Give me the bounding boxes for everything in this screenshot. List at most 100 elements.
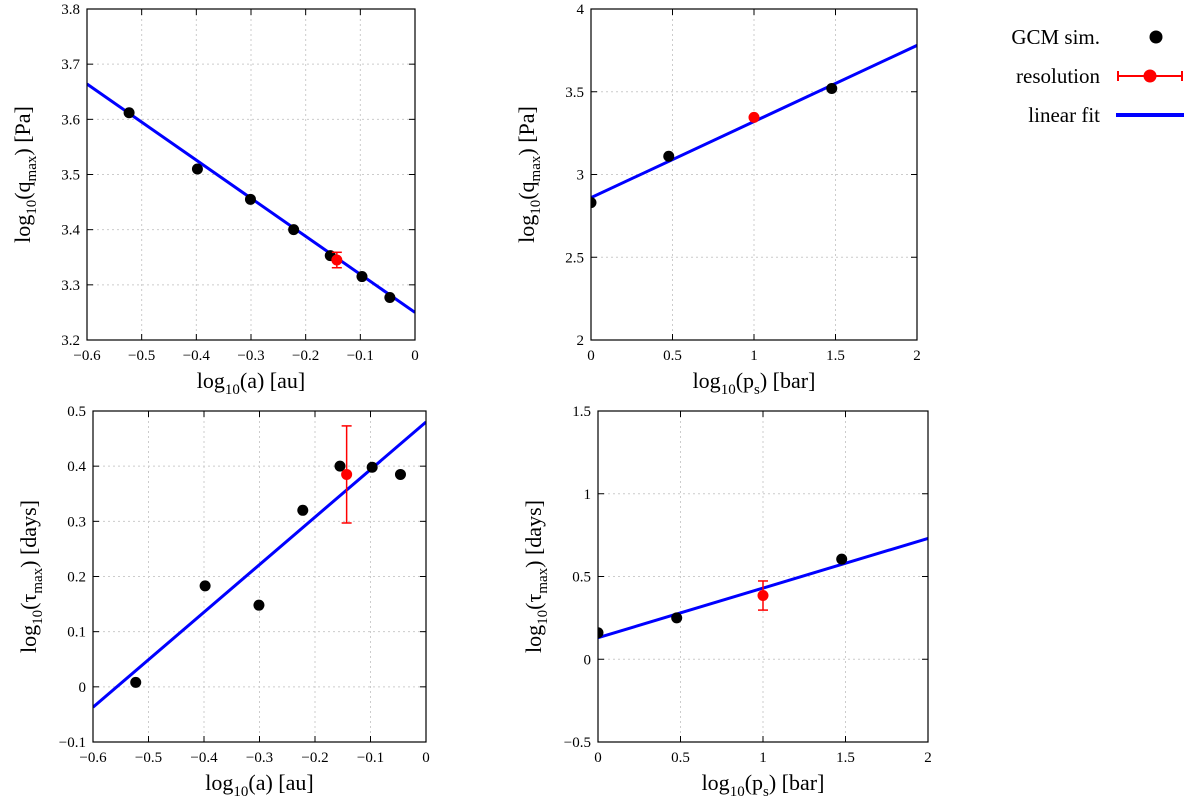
x-tick-label: 1.5 — [836, 750, 855, 766]
gcm-point — [663, 150, 675, 162]
y-axis-label: log10(qmax) [Pa] — [10, 106, 40, 243]
y-axis-label: log10(τmax) [days] — [16, 500, 46, 653]
gcm-point — [199, 580, 211, 592]
y-tick-label: −0.1 — [59, 735, 86, 751]
y-tick-label: 1 — [584, 487, 592, 503]
legend-label-linear-fit: linear fit — [1028, 103, 1100, 127]
x-tick-label: −0.4 — [190, 750, 218, 766]
legend-marker-gcm-point — [1149, 30, 1163, 44]
resolution-point — [757, 590, 769, 602]
gcm-point — [394, 468, 406, 480]
x-tick-label: −0.1 — [357, 750, 384, 766]
y-tick-label: 3.5 — [565, 85, 584, 101]
x-tick-label: −0.5 — [128, 348, 155, 364]
x-axis-label: log10(a) [au] — [197, 368, 305, 398]
y-tick-label: 1.5 — [572, 404, 591, 420]
gcm-point — [356, 271, 368, 283]
gcm-point — [130, 676, 142, 688]
legend-item-gcm: GCM sim. — [940, 22, 1190, 52]
resolution-point — [341, 468, 353, 480]
resolution-point — [331, 254, 343, 266]
y-tick-label: 3.8 — [61, 2, 80, 18]
plot-area — [87, 82, 415, 314]
y-axis-label: log10(τmax) [days] — [521, 500, 551, 653]
y-tick-label: 0 — [584, 652, 592, 668]
y-tick-label: 0.5 — [572, 570, 591, 586]
legend-red-dot-icon — [1143, 69, 1157, 83]
gcm-point — [671, 612, 683, 624]
x-tick-label: 2 — [913, 348, 921, 364]
plot-area — [93, 420, 426, 709]
y-tick-label: 0 — [79, 680, 87, 696]
x-axis-label: log10(a) [au] — [205, 770, 313, 800]
y-tick-label: 3.2 — [61, 333, 80, 349]
panel-qmax-vs-ps: 0 0.5 1 1.5 2 2 2.5 3 3.5 4 log10(ps) [bar] log10(q… — [514, 2, 921, 398]
axes-frame — [92, 410, 427, 743]
gcm-point — [297, 504, 309, 516]
x-tick-label: −0.2 — [301, 750, 328, 766]
x-axis-label: log10(ps) [bar] — [702, 770, 825, 800]
legend-item-resolution: resolution — [940, 61, 1190, 91]
y-tick-label: 2.5 — [565, 250, 584, 266]
legend-label-resolution: resolution — [1016, 64, 1100, 88]
gcm-point — [191, 163, 203, 175]
legend-label-gcm: GCM sim. — [1011, 25, 1100, 49]
legend-black-dot-icon — [1149, 30, 1163, 44]
gcm-point — [591, 197, 597, 209]
x-axis-label: log10(ps) [bar] — [693, 368, 816, 398]
x-tick-label: −0.6 — [73, 348, 101, 364]
gcm-point — [334, 460, 346, 472]
gcm-point — [123, 107, 135, 119]
y-tick-label: 3.4 — [61, 223, 80, 239]
legend: GCM sim. resolution linear fit — [940, 18, 1190, 138]
y-tick-label: 3.3 — [61, 278, 80, 294]
gcm-point — [384, 292, 396, 304]
y-tick-label: 3.5 — [61, 168, 80, 184]
x-tick-label: −0.3 — [246, 750, 273, 766]
gcm-point — [826, 82, 838, 94]
x-tick-label: 0 — [587, 348, 595, 364]
gcm-point — [244, 193, 256, 205]
legend-marker-linear-fit-line — [1116, 113, 1184, 117]
x-tick-label: 1.5 — [826, 348, 845, 364]
x-tick-label: 0.5 — [671, 750, 690, 766]
plot-area — [598, 536, 928, 640]
y-tick-label: 0.3 — [67, 514, 86, 530]
plot-area — [591, 44, 917, 209]
x-tick-label: −0.1 — [347, 348, 374, 364]
panel-qmax-vs-a: −0.6 −0.5 −0.4 −0.3 −0.2 −0.1 0 3.2 3.3 3.4 3.5 3.6… — [10, 2, 419, 398]
y-tick-label: 0.5 — [67, 404, 86, 420]
gcm-point — [288, 224, 300, 236]
panel-taumax-vs-a: −0.6 −0.5 −0.4 −0.3 −0.2 −0.1 0 −0.1 0 0.1 0.2 0.3 0… — [16, 404, 430, 800]
y-tick-label: 0.4 — [67, 459, 86, 475]
x-tick-label: 1 — [759, 750, 767, 766]
x-tick-label: −0.3 — [237, 348, 264, 364]
x-tick-label: −0.2 — [292, 348, 319, 364]
axes-frame — [590, 8, 918, 341]
y-tick-label: 4 — [577, 2, 585, 18]
y-tick-label: 0.2 — [67, 570, 86, 586]
gcm-point — [366, 461, 378, 473]
y-tick-label: 3 — [577, 168, 585, 184]
x-tick-label: 1 — [750, 348, 758, 364]
axes-frame — [597, 410, 929, 743]
legend-item-linear-fit: linear fit — [940, 100, 1190, 130]
y-tick-label: 2 — [577, 333, 585, 349]
x-tick-label: −0.6 — [79, 750, 107, 766]
legend-marker-resolution-errorbar — [1117, 69, 1183, 83]
y-tick-label: 3.6 — [61, 112, 80, 128]
x-tick-label: 2 — [924, 750, 932, 766]
x-tick-label: 0 — [411, 348, 419, 364]
x-tick-label: −0.5 — [135, 750, 162, 766]
y-tick-label: 0.1 — [67, 625, 86, 641]
y-tick-label: 3.7 — [61, 57, 80, 73]
y-axis-label: log10(qmax) [Pa] — [514, 106, 544, 243]
x-tick-label: 0 — [422, 750, 430, 766]
x-tick-label: 0 — [594, 750, 602, 766]
x-tick-label: −0.4 — [183, 348, 211, 364]
resolution-point — [748, 111, 760, 123]
gcm-point — [836, 553, 848, 565]
gcm-point — [253, 599, 265, 611]
